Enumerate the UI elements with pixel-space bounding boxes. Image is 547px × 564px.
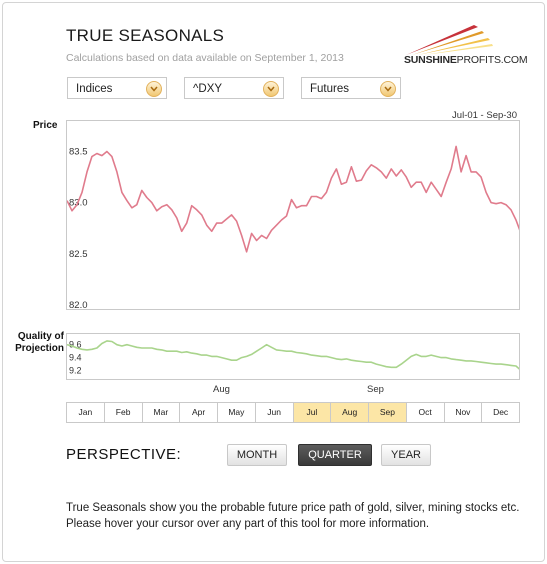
quality-chart[interactable]: 9.2 9.4 9.6: [66, 333, 520, 380]
month-tab-aug[interactable]: Aug: [331, 403, 369, 422]
x-tick-sep: Sep: [367, 384, 384, 395]
month-tab-nov[interactable]: Nov: [445, 403, 483, 422]
month-tab-dec[interactable]: Dec: [493, 407, 509, 417]
chevron-down-icon: [380, 81, 396, 97]
month-tab-may[interactable]: May: [218, 403, 256, 422]
quarter-button[interactable]: QUARTER: [298, 444, 372, 466]
quality-chart-svg: 9.2 9.4 9.6: [67, 340, 519, 376]
year-button[interactable]: YEAR: [381, 444, 431, 466]
logo-text[interactable]: SUNSHINEPROFITS.COM: [404, 54, 528, 66]
page-title: TRUE SEASONALS: [66, 26, 225, 45]
month-tab-sep[interactable]: Sep: [369, 403, 407, 422]
y-tick-label: 9.6: [69, 340, 82, 350]
type-select-value: Futures: [310, 83, 349, 95]
quality-label-line2: Projection: [15, 343, 64, 354]
month-tab-jul[interactable]: Jul: [293, 403, 332, 422]
y-tick-label: 83.5: [69, 146, 88, 157]
type-select[interactable]: Futures: [301, 77, 401, 99]
series-line: [67, 145, 519, 253]
logo-text-light: PROFITS.COM: [456, 54, 528, 66]
description-text: True Seasonals show you the probable fut…: [66, 502, 520, 530]
chevron-down-icon: [146, 81, 162, 97]
quality-label-line1: Quality of: [17, 331, 64, 342]
month-tab-oct[interactable]: Oct: [407, 403, 445, 422]
month-tab-apr[interactable]: Apr: [180, 403, 218, 422]
chevron-down-icon: [263, 81, 279, 97]
symbol-select-value: ^DXY: [193, 83, 223, 95]
sunshine-logo-icon: [406, 25, 493, 55]
y-tick-label: 9.2: [69, 366, 82, 376]
price-chart[interactable]: 82.0 82.5 83.0 83.5: [66, 120, 520, 310]
month-selector: Jan Feb Mar Apr May Jun Jul Aug Sep Oct Nov Dec: [66, 402, 520, 423]
month-tab-mar[interactable]: Mar: [143, 403, 181, 422]
page-subtitle: Calculations based on data available on …: [66, 52, 344, 64]
month-button[interactable]: MONTH: [227, 444, 287, 466]
date-range: Jul-01 - Sep-30: [452, 110, 517, 121]
month-tab-jun[interactable]: Jun: [256, 403, 294, 422]
y-tick-label: 82.5: [69, 249, 88, 260]
price-axis-label: Price: [33, 120, 58, 131]
y-tick-label: 9.4: [69, 353, 82, 363]
month-tab-jan[interactable]: Jan: [67, 403, 105, 422]
quality-axis-label: Quality of Projection: [14, 331, 64, 355]
symbol-select[interactable]: ^DXY: [184, 77, 284, 99]
logo-text-bold: SUNSHINE: [404, 54, 457, 66]
x-tick-aug: Aug: [213, 384, 230, 395]
perspective-label: PERSPECTIVE:: [66, 446, 182, 463]
series-line: [67, 340, 519, 370]
month-tab-feb[interactable]: Feb: [105, 403, 143, 422]
market-select[interactable]: Indices: [67, 77, 167, 99]
price-chart-svg: 82.082.583.083.5: [67, 145, 519, 310]
market-select-value: Indices: [76, 83, 113, 95]
y-tick-label: 82.0: [69, 300, 88, 310]
